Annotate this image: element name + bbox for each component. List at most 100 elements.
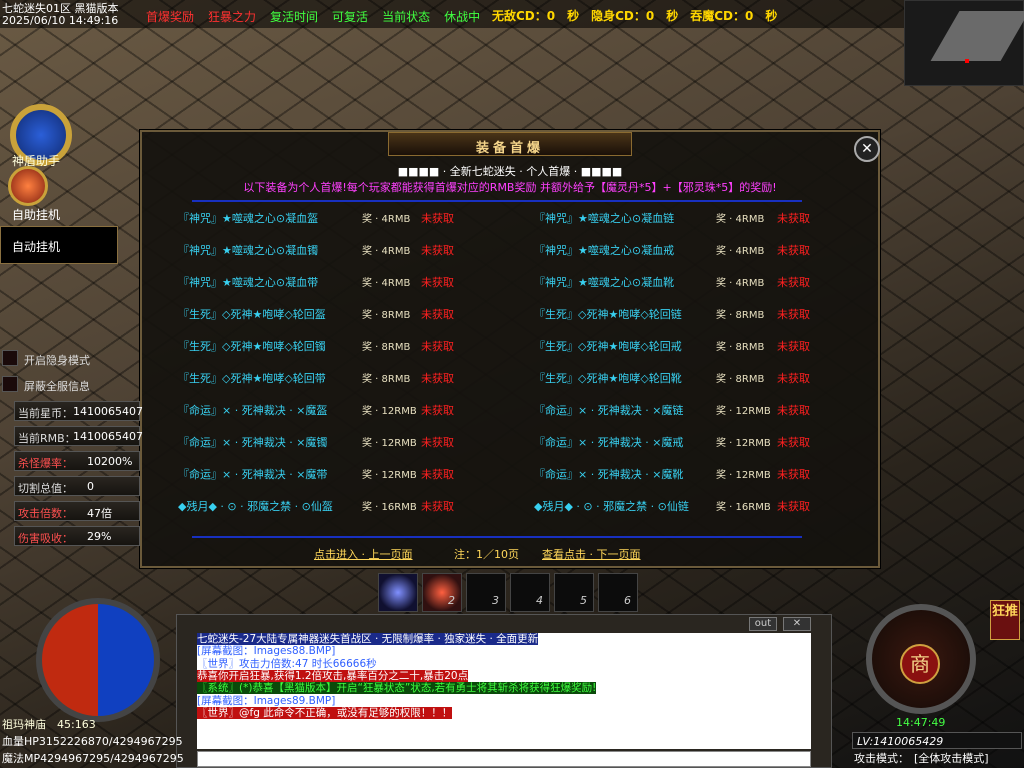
item-reward: 奖 · 12RMB — [716, 470, 771, 481]
stat-row: 杀怪爆率： 10200% — [14, 451, 140, 471]
item-reward: 奖 · 16RMB — [716, 502, 771, 513]
stat-label: 杀怪爆率： — [18, 457, 73, 470]
skill-slot[interactable]: 3 — [466, 573, 506, 612]
item-reward: 奖 · 8RMB — [716, 342, 765, 353]
promo-button[interactable]: 狂推 — [990, 600, 1020, 640]
dialog-description: 以下装备为个人首爆!每个玩家都能获得首爆对应的RMB奖励 并额外给予【魔灵丹*5… — [243, 181, 777, 194]
item-name: 『神咒』★噬魂之心⊙凝血靴 — [534, 276, 675, 289]
stat-value: 0 — [87, 480, 94, 493]
stat-value: 10200% — [87, 455, 133, 468]
item-status: 未获取 — [777, 340, 810, 353]
item-reward: 奖 · 8RMB — [716, 310, 765, 321]
item-status: 未获取 — [421, 468, 454, 481]
chat-input[interactable] — [197, 751, 811, 767]
menu-item[interactable]: 首爆奖励 — [146, 10, 195, 24]
chat-close-button[interactable]: ✕ — [783, 617, 811, 631]
item-reward: 奖 · 4RMB — [362, 214, 411, 225]
attack-mode[interactable]: [全体攻击模式] — [914, 752, 989, 765]
item-name: 『神咒』★噬魂之心⊙凝血带 — [178, 276, 319, 289]
item-reward: 奖 · 12RMB — [362, 438, 417, 449]
skill-slot[interactable] — [378, 573, 418, 612]
item-status: 未获取 — [421, 212, 454, 225]
shop-button[interactable]: 商 — [900, 644, 940, 684]
chat-line: [屏幕截图：Images88.BMP] — [197, 645, 336, 658]
stat-label: 当前星币： — [18, 407, 73, 420]
menu-item[interactable]: 狂暴之力 — [208, 10, 257, 24]
checkbox[interactable] — [2, 376, 18, 392]
item-status: 未获取 — [777, 212, 810, 225]
skill-slot[interactable]: 4 — [510, 573, 550, 612]
item-status: 未获取 — [421, 372, 454, 385]
item-status: 未获取 — [421, 340, 454, 353]
item-reward: 奖 · 8RMB — [362, 310, 411, 321]
item-status: 未获取 — [777, 436, 810, 449]
item-reward: 奖 · 12RMB — [362, 470, 417, 481]
auto-icon[interactable] — [8, 166, 48, 206]
item-name: 『命运』× · 死神裁决 · ×魔戒 — [534, 436, 684, 449]
stat-label: 攻击倍数： — [18, 507, 73, 520]
stat-row: 当前星币： 1410065407 — [14, 401, 143, 421]
item-reward: 奖 · 16RMB — [362, 502, 417, 513]
menu-item[interactable]: 休战中 — [444, 10, 481, 24]
stat-value: 1410065407 — [73, 405, 143, 418]
auto-label: 自助挂机 — [12, 208, 61, 222]
cooldown: 隐身CD：0 秒 — [591, 9, 679, 23]
item-reward: 奖 · 12RMB — [716, 406, 771, 417]
mp-text: 魔法MP4294967295/4294967295 — [2, 752, 184, 765]
item-reward: 奖 · 4RMB — [362, 278, 411, 289]
item-status: 未获取 — [777, 404, 810, 417]
item-name: 『神咒』★噬魂之心⊙凝血镯 — [178, 244, 319, 257]
item-reward: 奖 · 4RMB — [716, 278, 765, 289]
hp-text: 血量HP3152226870/4294967295 — [2, 735, 183, 748]
minimap[interactable] — [904, 0, 1024, 86]
next-page[interactable]: 查看点击 · 下一页面 — [542, 548, 641, 561]
dialog-title: 装备首爆 — [388, 132, 632, 156]
option-label: 屏蔽全服信息 — [24, 380, 90, 393]
menu-item[interactable]: 复活时间 — [270, 10, 319, 24]
item-status: 未获取 — [421, 500, 454, 513]
item-reward: 奖 · 4RMB — [716, 214, 765, 225]
item-name: 『命运』× · 死神裁决 · ×魔靴 — [534, 468, 684, 481]
item-name: 『命运』× · 死神裁决 · ×魔带 — [178, 468, 328, 481]
skill-slot[interactable]: 2 — [422, 573, 462, 612]
item-status: 未获取 — [777, 276, 810, 289]
auto-button[interactable]: 自动挂机 — [0, 226, 118, 264]
menu-item[interactable]: 当前状态 — [382, 10, 431, 24]
item-status: 未获取 — [777, 244, 810, 257]
item-name: 『生死』◇死神★咆哮◇轮回镯 — [178, 340, 326, 353]
skill-slot[interactable]: 6 — [598, 573, 638, 612]
item-reward: 奖 · 12RMB — [362, 406, 417, 417]
dialog-subtitle: ■■■■ · 全新七蛇迷失 · 个人首爆 · ■■■■ — [397, 165, 623, 178]
hp-mp-orb — [36, 598, 160, 722]
menu-item[interactable]: 可复活 — [332, 10, 369, 24]
item-status: 未获取 — [777, 308, 810, 321]
chat-line: 〖系统〗(*)恭喜【黑猫版本】开启“狂暴状态”状态,若有勇士将其斩杀将获得狂爆奖… — [197, 682, 597, 695]
map-location: 祖玛神庙 45:163 — [2, 718, 96, 731]
checkbox[interactable] — [2, 350, 18, 366]
item-reward: 奖 · 4RMB — [716, 246, 765, 257]
stat-label: 伤害吸收： — [18, 532, 73, 545]
chat-line: [屏幕截图：Images89.BMP] — [197, 694, 336, 707]
chat-line: 〖世界〗攻击力倍数:47 时长66666秒 — [197, 657, 377, 670]
prev-page[interactable]: 点击进入 · 上一页面 — [314, 548, 413, 561]
stat-label: 当前RMB： — [18, 432, 76, 445]
close-button[interactable]: ✕ — [854, 136, 880, 162]
skill-slot[interactable]: 5 — [554, 573, 594, 612]
top-bar — [0, 0, 1024, 28]
item-name: 『生死』◇死神★咆哮◇轮回带 — [178, 372, 326, 385]
divider — [192, 200, 802, 202]
clock: 14:47:49 — [896, 716, 946, 729]
item-name: 『生死』◇死神★咆哮◇轮回盔 — [178, 308, 326, 321]
chat-out-button[interactable]: out — [749, 617, 777, 631]
stat-row: 伤害吸收： 29% — [14, 526, 140, 546]
stat-value: 1410065407 — [73, 430, 143, 443]
page-indicator: 注：1／10页 — [454, 548, 519, 561]
assistant-icon[interactable] — [10, 104, 72, 166]
cooldown: 吞魔CD：0 秒 — [690, 9, 778, 23]
item-reward: 奖 · 12RMB — [716, 438, 771, 449]
item-name: 『生死』◇死神★咆哮◇轮回链 — [534, 308, 682, 321]
stat-value: 47倍 — [87, 507, 112, 520]
cooldowns: 无敌CD：0 秒隐身CD：0 秒吞魔CD：0 秒 — [492, 7, 777, 24]
divider — [192, 536, 802, 538]
